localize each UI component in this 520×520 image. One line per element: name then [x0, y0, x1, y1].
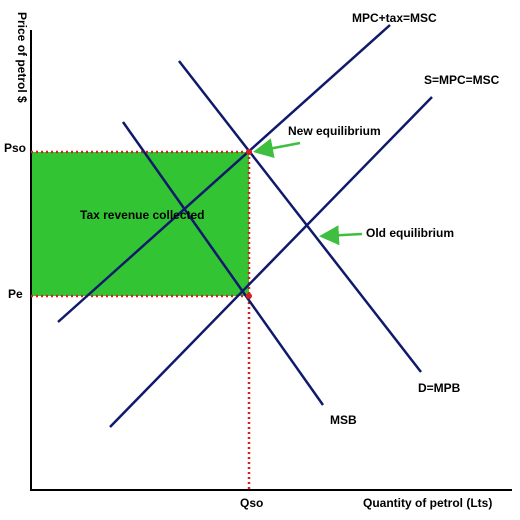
msc-curve [57, 24, 391, 323]
msb-curve [121, 121, 325, 406]
curve-label: MSB [330, 413, 357, 427]
arrow [253, 138, 301, 159]
tax-area [31, 152, 249, 296]
y-label: Price of petrol $ [15, 12, 29, 103]
x-point-label: Qso [240, 496, 263, 510]
arrow [319, 225, 363, 246]
demand-curve [178, 60, 422, 373]
curve-label: D=MPB [418, 381, 461, 395]
equilibrium-point [246, 149, 252, 155]
annotation: New equilibrium [288, 124, 381, 138]
y-point-label: Pe [8, 287, 23, 301]
annotation: Old equilibrium [366, 226, 454, 240]
supply-curve [109, 96, 433, 428]
curve-label: MPC+tax=MSC [352, 11, 437, 25]
curve-label: S=MPC=MSC [424, 73, 500, 87]
y-point-label: Pso [4, 141, 26, 155]
area-label: Tax revenue collected [80, 208, 205, 222]
x-label: Quantity of petrol (Lts) [363, 496, 492, 510]
equilibrium-point [246, 293, 252, 299]
